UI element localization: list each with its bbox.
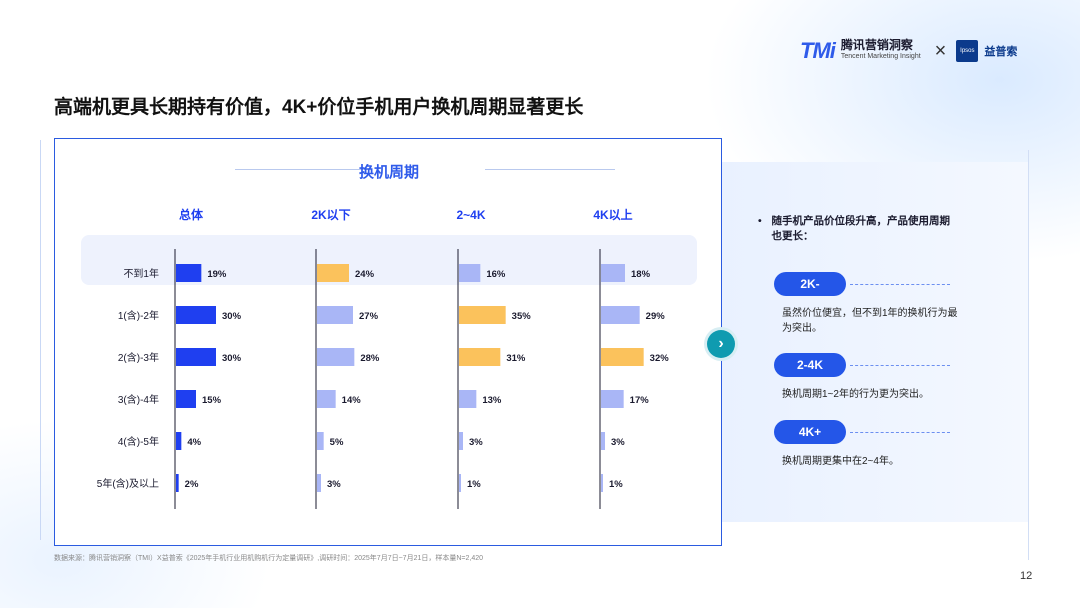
bar-2-3 — [459, 390, 477, 408]
series-header-3: 4K以上 — [593, 207, 632, 222]
bar-0-5 — [176, 474, 179, 492]
tmi-en-name: Tencent Marketing Insight — [840, 53, 921, 60]
bar-label-3-4: 3% — [611, 437, 625, 448]
tag-desc-2: 换机周期1~2年的行为更为突出。 — [782, 389, 929, 400]
tag-4k-plus: 4K+ — [774, 420, 846, 444]
bar-3-2 — [601, 348, 644, 366]
bar-3-1 — [601, 306, 640, 324]
series-header-0: 总体 — [179, 207, 204, 222]
bar-label-1-1: 27% — [359, 311, 379, 322]
tag-2-4k: 2-4K — [774, 353, 846, 377]
bar-1-3 — [317, 390, 336, 408]
bar-3-4 — [601, 432, 605, 450]
category-label-5: 5年(含)及以上 — [97, 477, 159, 490]
category-label-0: 不到1年 — [123, 267, 159, 280]
bar-label-2-3: 13% — [482, 395, 502, 406]
page-number: 12 — [1020, 570, 1033, 582]
bar-label-3-5: 1% — [609, 479, 623, 490]
bar-0-2 — [176, 348, 216, 366]
title-rule-left — [235, 169, 365, 170]
bullet-dot-icon: • — [758, 215, 762, 227]
series-header-2: 2~4K — [456, 208, 485, 222]
title-rule-right — [485, 169, 615, 170]
chart-title-wrap: 换机周期 — [55, 161, 723, 182]
source-footnote: 数据来源：腾讯营销洞察（TMI）X益普索《2025年手机行业用机购机行为定量调研… — [54, 555, 484, 562]
category-label-4: 4(含)-5年 — [118, 435, 159, 448]
tmi-logo: TMi — [800, 38, 836, 63]
times-icon: × — [934, 39, 947, 62]
chevron-right-icon[interactable]: › — [707, 330, 735, 358]
bar-3-5 — [601, 474, 603, 492]
bar-label-3-1: 29% — [646, 311, 666, 322]
bar-2-0 — [459, 264, 481, 282]
insight-bullet-text: 随手机产品价位段升高，产品使用周期也更长： — [771, 215, 951, 242]
tmi-wordmark: 腾讯营销洞察 Tencent Marketing Insight — [841, 39, 921, 63]
tag-desc-1: 虽然价位便宜，但不到1年的换机行为最为突出。 — [782, 308, 958, 334]
bar-0-1 — [176, 306, 216, 324]
bar-label-1-4: 5% — [330, 437, 344, 448]
chart-top-band — [81, 235, 697, 285]
bar-label-3-0: 18% — [631, 269, 651, 280]
bar-2-1 — [459, 306, 506, 324]
bar-label-0-0: 19% — [207, 269, 227, 280]
bar-label-2-4: 3% — [469, 437, 483, 448]
bar-label-0-1: 30% — [222, 311, 242, 322]
bar-0-0 — [176, 264, 202, 282]
tmi-cn-name: 腾讯营销洞察 — [840, 38, 913, 52]
bar-label-0-3: 15% — [202, 395, 222, 406]
bar-label-0-4: 4% — [187, 437, 201, 448]
insight-panel — [722, 162, 1028, 522]
bar-label-2-5: 1% — [467, 479, 481, 490]
bar-label-2-2: 31% — [506, 353, 526, 364]
tag-rule-2 — [850, 365, 950, 366]
bar-label-3-3: 17% — [630, 395, 650, 406]
bar-1-1 — [317, 306, 353, 324]
bar-3-3 — [601, 390, 624, 408]
left-decoration — [40, 140, 47, 540]
bar-chart: 总体 19% 30% 30% 15% 4% 2% 2K以下 24% 27% 28% 14% 5% 3% 2~… — [81, 207, 697, 509]
bar-2-2 — [459, 348, 501, 366]
bar-label-1-2: 28% — [360, 353, 380, 364]
bar-label-2-0: 16% — [486, 269, 506, 280]
bar-label-1-3: 14% — [342, 395, 362, 406]
tag-rule-1 — [850, 284, 950, 285]
bar-label-1-0: 24% — [355, 269, 375, 280]
bar-label-2-1: 35% — [512, 311, 532, 322]
bar-label-1-5: 3% — [327, 479, 341, 490]
bar-0-3 — [176, 390, 196, 408]
series-header-1: 2K以下 — [311, 208, 350, 222]
bar-1-0 — [317, 264, 349, 282]
bar-0-4 — [176, 432, 182, 450]
bar-1-2 — [317, 348, 355, 366]
bar-1-4 — [317, 432, 324, 450]
bar-3-0 — [601, 264, 625, 282]
chart-panel: 换机周期 总体 19% 30% 30% 15% 4% 2% 2K以下 24% 27% 28% 14% 5… — [54, 138, 722, 546]
bar-label-0-5: 2% — [185, 479, 199, 490]
category-label-1: 1(含)-2年 — [118, 309, 159, 322]
bar-label-3-2: 32% — [650, 353, 670, 364]
category-label-3: 3(含)-4年 — [118, 393, 159, 406]
tag-2k-below: 2K- — [774, 272, 846, 296]
page-title: 高端机更具长期持有价值，4K+价位手机用户换机周期显著更长 — [54, 97, 584, 118]
insight-bullet: • 随手机产品价位段升高，产品使用周期也更长： — [758, 214, 958, 244]
chart-title: 换机周期 — [358, 164, 419, 181]
category-label-2: 2(含)-3年 — [118, 351, 159, 364]
brand-logos: TMi 腾讯营销洞察 Tencent Marketing Insight × I… — [800, 36, 1017, 66]
ipsos-cn-name: 益普索 — [984, 46, 1018, 58]
tag-desc-3: 换机周期更集中在2~4年。 — [782, 456, 899, 467]
bar-1-5 — [317, 474, 321, 492]
ipsos-logo: Ipsos — [956, 40, 979, 62]
bar-label-0-2: 30% — [222, 353, 242, 364]
bar-2-4 — [459, 432, 463, 450]
tag-rule-3 — [850, 432, 950, 433]
bar-2-5 — [459, 474, 461, 492]
right-edge-line — [1028, 150, 1029, 560]
